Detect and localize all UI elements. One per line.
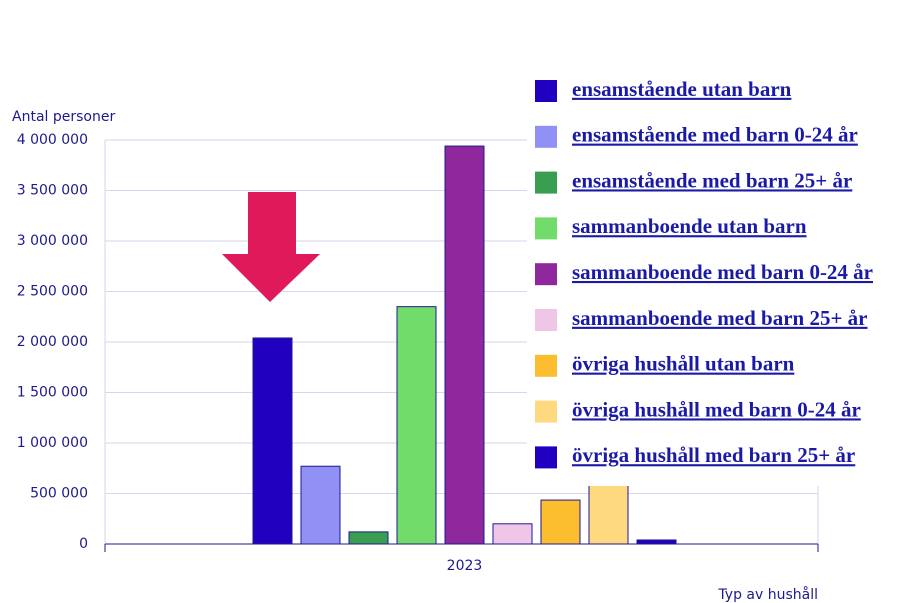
legend-swatch bbox=[535, 217, 557, 240]
plot-area: 0 500 000 1 000 000 1 500 000 2 000 000 2 500… bbox=[17, 132, 819, 574]
legend-link[interactable]: ensamstående med barn 0-24 år bbox=[572, 123, 858, 147]
legend-link[interactable]: sammanboende utan barn bbox=[572, 214, 807, 238]
legend-background bbox=[527, 70, 905, 486]
legend-swatch bbox=[535, 263, 557, 286]
y-tick-label: 2 500 000 bbox=[17, 284, 88, 300]
y-tick-label: 3 000 000 bbox=[17, 233, 88, 249]
bar bbox=[348, 531, 389, 545]
legend-link[interactable]: övriga hushåll med barn 0-24 år bbox=[572, 397, 861, 421]
bar bbox=[540, 499, 581, 545]
legend-link[interactable]: ensamstående utan barn bbox=[572, 77, 792, 101]
legend-link[interactable]: ensamstående med barn 25+ år bbox=[572, 168, 852, 192]
legend-link[interactable]: övriga hushåll med barn 25+ år bbox=[572, 443, 855, 467]
legend-link[interactable]: sammanboende med barn 25+ år bbox=[572, 306, 867, 330]
y-tick-label: 0 bbox=[79, 536, 88, 552]
bar bbox=[396, 306, 437, 545]
legend-swatch bbox=[535, 309, 557, 331]
y-tick-label: 1 000 000 bbox=[17, 435, 88, 451]
legend: ensamstående utan barn ensamstående med b… bbox=[527, 70, 905, 486]
legend-link[interactable]: sammanboende med barn 0-24 år bbox=[572, 260, 873, 284]
bar bbox=[252, 337, 293, 545]
bar bbox=[636, 539, 677, 545]
y-axis-label: Antal personer bbox=[12, 109, 115, 125]
legend-swatch bbox=[535, 354, 557, 377]
bar bbox=[300, 465, 341, 545]
bar bbox=[588, 483, 629, 545]
x-axis-label: Typ av hushåll bbox=[717, 586, 818, 603]
y-tick-label: 1 500 000 bbox=[17, 385, 88, 401]
legend-swatch bbox=[535, 80, 557, 102]
legend-swatch bbox=[535, 125, 557, 148]
x-tick-label: 2023 bbox=[447, 558, 483, 574]
legend-swatch bbox=[535, 400, 557, 423]
y-tick-label: 3 500 000 bbox=[17, 183, 88, 199]
bar bbox=[444, 145, 485, 545]
arrow bbox=[222, 192, 320, 302]
y-tick-label: 4 000 000 bbox=[17, 132, 88, 148]
y-tick-label: 2 000 000 bbox=[17, 334, 88, 350]
legend-swatch bbox=[535, 446, 557, 469]
legend-swatch bbox=[535, 171, 557, 194]
bar bbox=[492, 523, 533, 545]
legend-link[interactable]: övriga hushåll utan barn bbox=[572, 352, 795, 376]
y-tick-label: 500 000 bbox=[30, 486, 88, 502]
